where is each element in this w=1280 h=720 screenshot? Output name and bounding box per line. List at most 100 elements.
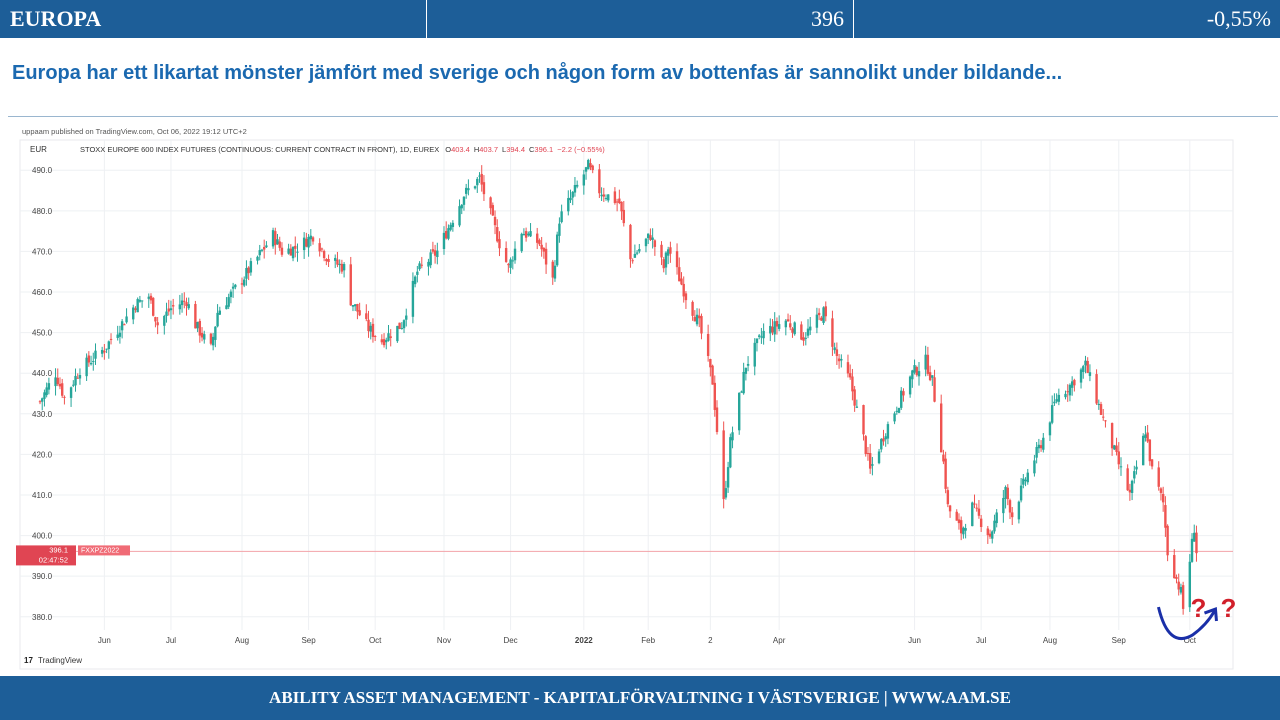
chart-frame: uppaam published on TradingView.com, Oct… <box>16 120 1248 672</box>
candle-body <box>371 323 375 337</box>
candle-body <box>569 197 572 201</box>
candle-body <box>913 365 916 373</box>
candle-body <box>975 507 978 509</box>
candle-body <box>587 160 590 170</box>
candle-body <box>1157 467 1160 487</box>
low-value: 394.4 <box>506 145 525 154</box>
candle-body <box>209 333 213 344</box>
candle-body <box>198 320 202 336</box>
candle-body <box>729 437 732 468</box>
candle-body <box>327 259 330 262</box>
candle-body <box>775 320 779 327</box>
candle-body <box>1042 437 1045 450</box>
candle-body <box>305 238 308 247</box>
change-value: −2.2 (−0.55%) <box>557 145 605 154</box>
candle-body <box>489 197 492 209</box>
candle-body <box>43 392 46 399</box>
symbol-tag-box <box>78 545 130 556</box>
candle-body <box>1148 439 1152 462</box>
candle-body <box>1017 501 1021 520</box>
candle-body <box>971 502 974 527</box>
candle-body <box>824 306 827 317</box>
candle-body <box>356 303 359 312</box>
candle-body <box>280 247 284 255</box>
candle-body <box>180 300 184 306</box>
candle-body <box>171 305 175 307</box>
candle-body <box>762 330 765 339</box>
candle-body <box>1079 369 1083 383</box>
candle-body <box>183 300 186 302</box>
candle-body <box>742 371 745 394</box>
instrument-name: STOXX EUROPE 600 INDEX FUTURES (CONTINUO… <box>80 145 439 154</box>
candle-body <box>89 362 93 365</box>
candle-body <box>631 260 634 262</box>
candle-body <box>1070 381 1074 388</box>
plot-area <box>19 139 1234 670</box>
x-tick-label: Oct <box>1184 636 1197 645</box>
candle-body <box>411 280 415 317</box>
candle-body <box>427 261 430 267</box>
high-value: 403.7 <box>479 145 498 154</box>
candle-body <box>773 321 776 335</box>
candle-body <box>757 335 761 337</box>
candle-body <box>287 248 290 254</box>
candle-body <box>993 520 996 532</box>
candle-body <box>118 332 122 337</box>
candle-body <box>851 376 854 392</box>
candle-body <box>651 237 654 240</box>
candle-body <box>544 248 548 265</box>
candle-body <box>1097 403 1100 405</box>
candle-body <box>877 451 881 464</box>
candle-body <box>385 340 388 343</box>
candle-body <box>504 248 508 262</box>
candle-body <box>1195 532 1198 554</box>
candle-body <box>340 263 344 272</box>
candle-body <box>1099 404 1103 415</box>
x-tick-label: Aug <box>1043 636 1057 645</box>
candle-body <box>560 211 563 223</box>
candle-body <box>722 430 725 500</box>
candle-body <box>789 323 792 328</box>
candle-body <box>1150 459 1154 467</box>
candle-body <box>815 314 819 328</box>
candle-body <box>622 209 625 224</box>
candle-body <box>413 276 417 285</box>
candle-body <box>615 201 619 203</box>
x-tick-label: Jun <box>98 636 111 645</box>
candle-body <box>478 175 481 177</box>
candle-body <box>436 250 439 258</box>
x-tick-label: Jun <box>908 636 921 645</box>
x-tick-label: Oct <box>369 636 382 645</box>
candle-body <box>893 413 896 422</box>
candle-body <box>1193 532 1196 542</box>
candle-body <box>231 286 235 289</box>
candle-body <box>840 359 843 361</box>
candle-body <box>120 321 124 331</box>
candle-body <box>373 336 377 338</box>
candle-body <box>38 401 42 403</box>
candle-body <box>715 407 719 432</box>
candle-body <box>618 198 621 203</box>
candle-body <box>926 354 930 374</box>
candle-body <box>351 305 355 307</box>
candle-body <box>480 173 483 185</box>
candle-body <box>429 252 432 266</box>
y-axis: 380.0 390.0 400.0 410.0 420.0 430.0 440.0 450.0… <box>32 166 53 622</box>
candle-body <box>167 308 170 312</box>
x-tick-label: Dec <box>503 636 517 645</box>
candle-body <box>979 518 983 528</box>
bottom-annotation: ? ? <box>1157 593 1236 641</box>
candle-body <box>234 284 237 288</box>
candle-body <box>216 312 219 327</box>
y-tick-label: 420.0 <box>32 450 53 459</box>
candle-body <box>959 520 963 534</box>
candle-body <box>163 316 166 326</box>
candle-body <box>835 349 839 356</box>
candle-body <box>1011 512 1014 518</box>
x-tick-label: 2022 <box>575 636 593 645</box>
candle-body <box>709 359 712 368</box>
y-tick-label: 450.0 <box>32 329 53 338</box>
candle-body <box>1026 472 1029 483</box>
candle-body <box>1084 360 1087 366</box>
candle-body <box>123 324 126 326</box>
